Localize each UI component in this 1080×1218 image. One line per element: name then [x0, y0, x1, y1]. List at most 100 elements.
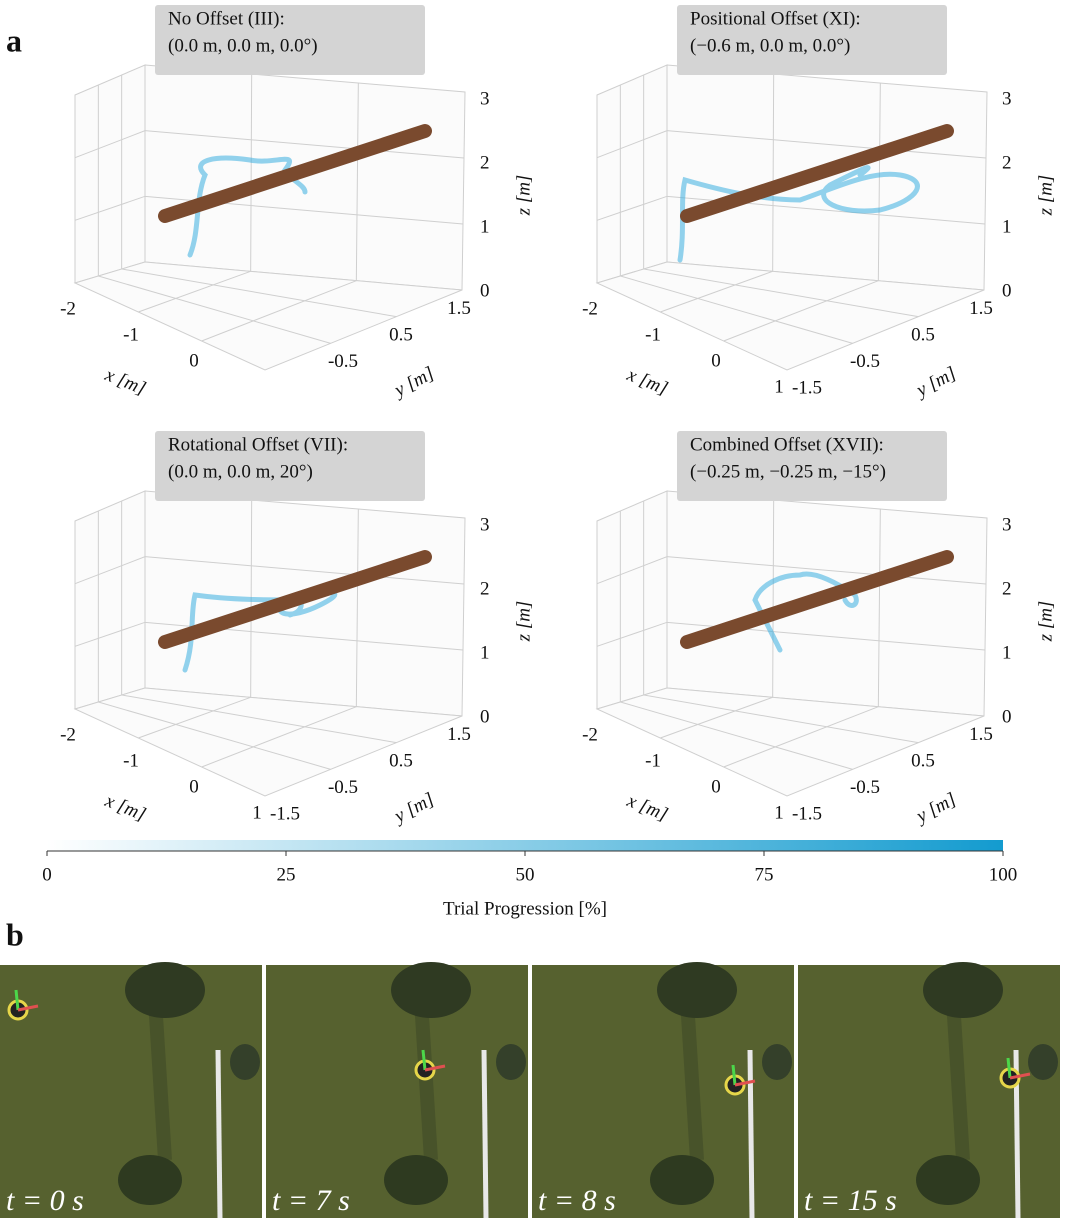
y-tick-label: 1.5 — [447, 298, 471, 319]
x-tick-label: -1 — [123, 324, 139, 345]
z-tick-label: 2 — [1002, 578, 1012, 599]
y-tick-label: 1.5 — [969, 724, 993, 745]
grid-line — [138, 499, 253, 739]
bush — [391, 962, 471, 1018]
rod — [158, 124, 432, 223]
plot-3d: No Offset (III): (0.0 m, 0.0 m, 0.0°) 0 1 2 3… — [60, 5, 534, 402]
x-tick-label: 1 — [252, 802, 262, 823]
axis-arrow — [421, 1049, 427, 1071]
x-tick-label: -2 — [60, 298, 76, 319]
axis-arrow — [424, 1064, 446, 1072]
bush — [230, 1044, 260, 1080]
grid-line — [660, 73, 775, 313]
colorbar-tick-label: 50 — [516, 864, 535, 885]
x-tick-label: 1 — [774, 376, 784, 397]
axis-arrow — [1006, 1057, 1012, 1079]
grid-line — [660, 499, 775, 739]
bush — [384, 1155, 448, 1205]
colorbar-label: Trial Progression [%] — [443, 898, 607, 919]
x-tick-label: 0 — [711, 776, 721, 797]
x-tick-label: -1 — [123, 750, 139, 771]
y-tick-label: 0.5 — [911, 324, 935, 345]
bush — [496, 1044, 526, 1080]
y-tick-label: 0.5 — [911, 750, 935, 771]
y-tick-label: -1.5 — [792, 803, 822, 824]
subtitle: (−0.6 m, 0.0 m, 0.0°) — [690, 35, 850, 56]
axis-arrow — [734, 1079, 756, 1087]
title: Positional Offset (XI): — [690, 8, 861, 29]
wall — [74, 64, 146, 284]
z-tick-label: 3 — [480, 88, 490, 109]
z-tick-label: 2 — [480, 578, 490, 599]
z-tick-label: 0 — [1002, 706, 1012, 727]
colorbar-tick-label: 0 — [42, 864, 52, 885]
z-axis-label: z [m] — [513, 601, 534, 643]
x-tick-label: 0 — [189, 350, 199, 371]
y-tick-label: -0.5 — [850, 777, 880, 798]
y-tick-label: 1.5 — [969, 298, 993, 319]
x-tick-label: -2 — [582, 298, 598, 319]
x-axis-label: x [m] — [101, 364, 148, 399]
y-tick-label: -0.5 — [328, 777, 358, 798]
z-axis-label: z [m] — [513, 175, 534, 217]
rod — [680, 124, 954, 223]
video-frame: t = 8 s — [532, 962, 794, 1218]
plot-3d: Rotational Offset (VII): (0.0 m, 0.0 m, 2… — [60, 431, 534, 828]
bush — [650, 1155, 714, 1205]
z-tick-label: 2 — [480, 152, 490, 173]
title-box — [155, 5, 425, 75]
subtitle: (0.0 m, 0.0 m, 20°) — [168, 461, 313, 482]
x-axis-label: x [m] — [623, 790, 670, 825]
z-tick-label: 3 — [1002, 514, 1012, 535]
x-tick-label: -2 — [582, 724, 598, 745]
z-tick-label: 1 — [1002, 216, 1012, 237]
z-tick-label: 0 — [1002, 280, 1012, 301]
bush — [657, 962, 737, 1018]
subtitle: (−0.25 m, −0.25 m, −15°) — [690, 461, 886, 482]
bush — [762, 1044, 792, 1080]
panel-label: a — [6, 22, 22, 58]
trajectory — [677, 165, 920, 263]
wall — [596, 490, 668, 710]
title: Rotational Offset (VII): — [168, 434, 348, 455]
x-axis-label: x [m] — [101, 790, 148, 825]
rod — [158, 550, 432, 649]
y-tick-label: 0.5 — [389, 750, 413, 771]
title-box — [155, 431, 425, 501]
z-tick-label: 1 — [480, 642, 490, 663]
z-tick-label: 1 — [480, 216, 490, 237]
bush — [1028, 1044, 1058, 1080]
wall — [74, 490, 146, 710]
video-frame: t = 0 s — [0, 962, 262, 1218]
pole — [215, 1049, 223, 1218]
y-tick-label: -1.5 — [792, 377, 822, 398]
x-axis-label: x [m] — [623, 364, 670, 399]
time-label: t = 8 s — [538, 1184, 616, 1217]
y-tick-label: -1.5 — [270, 803, 300, 824]
z-axis-label: z [m] — [1035, 175, 1056, 217]
z-tick-label: 3 — [480, 514, 490, 535]
x-tick-label: -2 — [60, 724, 76, 745]
colorbar-tick-label: 75 — [755, 864, 774, 885]
pole — [747, 1049, 755, 1218]
subtitle: (0.0 m, 0.0 m, 0.0°) — [168, 35, 318, 56]
time-label: t = 0 s — [6, 1184, 84, 1217]
y-tick-label: -0.5 — [328, 351, 358, 372]
z-tick-label: 1 — [1002, 642, 1012, 663]
time-label: t = 15 s — [804, 1184, 897, 1217]
x-tick-label: 0 — [189, 776, 199, 797]
bush — [923, 962, 1003, 1018]
title-box — [677, 5, 947, 75]
bush — [125, 962, 205, 1018]
pole — [481, 1049, 489, 1218]
x-tick-label: -1 — [645, 324, 661, 345]
y-axis-label: y [m] — [389, 363, 437, 402]
colorbar-tick-label: 25 — [277, 864, 296, 885]
colorbar — [47, 840, 1003, 851]
x-tick-label: 0 — [711, 350, 721, 371]
panel-label: b — [6, 916, 24, 952]
z-tick-label: 2 — [1002, 152, 1012, 173]
bush — [916, 1155, 980, 1205]
z-tick-label: 3 — [1002, 88, 1012, 109]
